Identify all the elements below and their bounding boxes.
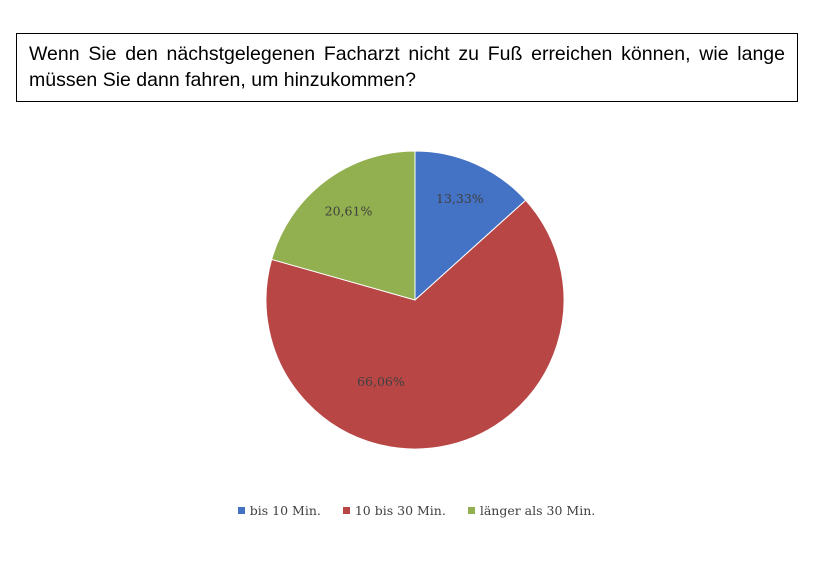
question-box: Wenn Sie den nächstgelegenen Facharzt ni… <box>16 33 798 102</box>
chart-legend: bis 10 Min. 10 bis 30 Min. länger als 30… <box>0 503 833 518</box>
pie-slice-labels: 13,33% 66,06% 20,61% <box>325 191 484 389</box>
pie-slice-3 <box>271 150 416 301</box>
legend-swatch <box>467 507 475 514</box>
question-text: Wenn Sie den nächstgelegenen Facharzt ni… <box>29 43 785 91</box>
legend-item-10-bis-30: 10 bis 30 Min. <box>342 503 446 518</box>
pie-slice-2 <box>265 199 565 450</box>
slice-data-label-2: 66,06% <box>357 374 405 389</box>
slice-data-label-3: 20,61% <box>325 204 373 219</box>
legend-label: länger als 30 Min. <box>479 503 596 518</box>
pie-slices <box>265 150 565 450</box>
pie-slice-1 <box>414 150 527 302</box>
legend-label: bis 10 Min. <box>249 503 321 518</box>
legend-swatch <box>237 507 245 514</box>
slice-data-label-1: 13,33% <box>436 191 484 206</box>
legend-swatch <box>342 507 350 514</box>
legend-item-bis-10: bis 10 Min. <box>237 503 321 518</box>
legend-label: 10 bis 30 Min. <box>354 503 446 518</box>
legend-item-laenger-als-30: länger als 30 Min. <box>467 503 596 518</box>
